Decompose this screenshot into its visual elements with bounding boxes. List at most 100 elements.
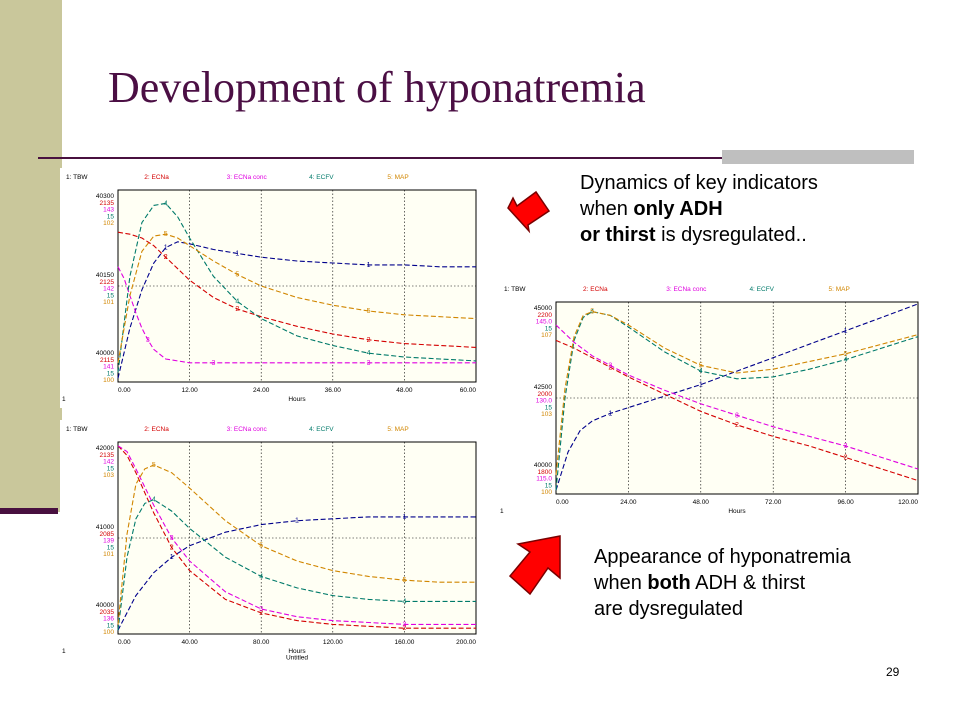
series-marker-5: 5 [235,271,239,278]
y-tick-label: 103 [103,472,114,479]
series-marker-3: 3 [259,606,263,613]
series-marker-2: 2 [164,254,168,261]
x-tick-label: 0.00 [556,499,569,506]
y-tick-label: 40000 [96,602,114,609]
series-marker-2: 2 [735,422,739,429]
series-marker-1: 1 [844,328,848,335]
series-marker-2: 2 [170,545,174,552]
series-marker-4: 4 [235,298,239,305]
chart-hyponatremia-long-term: 1: TBW 2: ECNa 3: ECNa conc 4: ECFV 5: MAP 0.… [60,420,484,660]
caption-bottom-both: both [647,572,691,594]
page-number: 29 [886,665,900,679]
x-axis-label: Hours [288,648,306,655]
legend-entry-3: 3: ECNa conc [227,174,268,181]
series-marker-1: 1 [170,554,174,561]
series-marker-1: 1 [367,262,371,269]
y-tick-label: 40000 [96,350,114,357]
y-tick-label: 15 [107,213,115,220]
legend-entry-3: 3: ECNa conc [227,426,268,433]
y-tick-label: 15 [545,325,553,332]
caption-top: Dynamics of key indicators when only ADH… [580,170,818,248]
series-marker-3: 3 [735,412,739,419]
series-marker-1: 1 [295,518,299,525]
chart-both-adh-and-thirst: 1: TBW 2: ECNa 3: ECNa conc 4: ECFV 5: MAP 0.… [498,280,926,520]
series-marker-1: 1 [699,382,703,389]
x-tick-label: 120.00 [898,499,918,506]
y-tick-label: 101 [103,551,114,558]
y-tick-label: 100 [541,489,552,496]
series-marker-3: 3 [146,337,150,344]
caption-top-only-adh: only ADH [633,198,723,220]
y-tick-label: 136 [103,616,114,623]
series-line-1 [117,516,476,631]
series-marker-1: 1 [402,514,406,521]
series-line-5 [117,464,476,625]
legend-entry-4: 4: ECFV [309,174,334,181]
legend-entry-1: 1: TBW [66,426,88,433]
y-tick-label: 142 [103,459,114,466]
series-marker-5: 5 [590,309,594,316]
legend-entry-5: 5: MAP [828,286,849,293]
series-marker-2: 2 [367,337,371,344]
series-marker-5: 5 [699,362,703,369]
y-tick-label: 101 [103,299,114,306]
y-tick-label: 45000 [534,305,552,312]
series-marker-2: 2 [259,610,263,617]
series-marker-4: 4 [164,200,168,207]
caption-bottom-line-3: are dysregulated [594,598,743,620]
caption-bottom-line-1: Appearance of hyponatremia [594,546,851,568]
x-tick-label: 0.00 [118,639,131,646]
series-marker-3: 3 [402,621,406,628]
series-marker-1: 1 [164,245,168,252]
caption-top-line-2: when only ADH [580,196,818,222]
x-tick-label: 96.00 [837,499,854,506]
x-tick-label: 48.00 [396,387,413,394]
series-marker-1: 1 [235,250,239,257]
y-tick-label: 2135 [100,452,115,459]
legend-entry-5: 5: MAP [387,174,408,181]
series-marker-3: 3 [367,360,371,367]
series-line-1 [117,241,476,379]
x-tick-label: 24.00 [620,499,637,506]
y-tick-label: 15 [107,370,115,377]
y-tick-label: 2035 [100,609,115,616]
caption-bottom-line-2: when both ADH & thirst [594,570,851,596]
y-tick-label: 130.0 [536,398,553,405]
y-tick-label: 15 [107,544,115,551]
y-tick-label: 100 [103,377,114,384]
series-line-3 [555,324,919,470]
series-marker-3: 3 [212,360,216,367]
series-marker-5: 5 [844,351,848,358]
caption-bottom-adh-thirst: ADH & thirst [690,572,806,594]
caption-bottom-when: when [594,572,648,594]
y-tick-label: 141 [103,364,114,371]
y-tick-label: 139 [103,538,114,545]
y-tick-label: 2135 [100,200,115,207]
caption-top-line-1: Dynamics of key indicators [580,172,818,194]
series-marker-4: 4 [367,350,371,357]
series-line-2 [555,339,919,482]
side-bar [0,0,62,512]
y-tick-label: 100 [103,629,114,636]
y-tick-label: 40000 [534,462,552,469]
y-tick-label: 103 [541,411,552,418]
x-axis-label-2: Untitled [286,655,308,661]
caption-top-or-thirst: or thirst [580,224,656,246]
series-marker-2: 2 [608,364,612,371]
y-tick-label: 2125 [100,279,115,286]
series-marker-3: 3 [844,443,848,450]
caption-top-when: when [580,198,634,220]
series-marker-5: 5 [367,308,371,315]
x-tick-label: 48.00 [693,499,710,506]
legend-entry-1: 1: TBW [66,174,88,181]
y-tick-label: 42500 [534,384,552,391]
chart-page-number: 1 [62,648,66,655]
series-line-1 [555,303,919,491]
y-tick-label: 107 [541,332,552,339]
x-tick-label: 120.00 [323,639,343,646]
x-axis-label: Hours [288,396,306,403]
series-line-5 [555,311,919,475]
y-tick-label: 102 [103,220,114,227]
series-line-2 [117,231,477,348]
legend-entry-2: 2: ECNa [583,286,608,293]
